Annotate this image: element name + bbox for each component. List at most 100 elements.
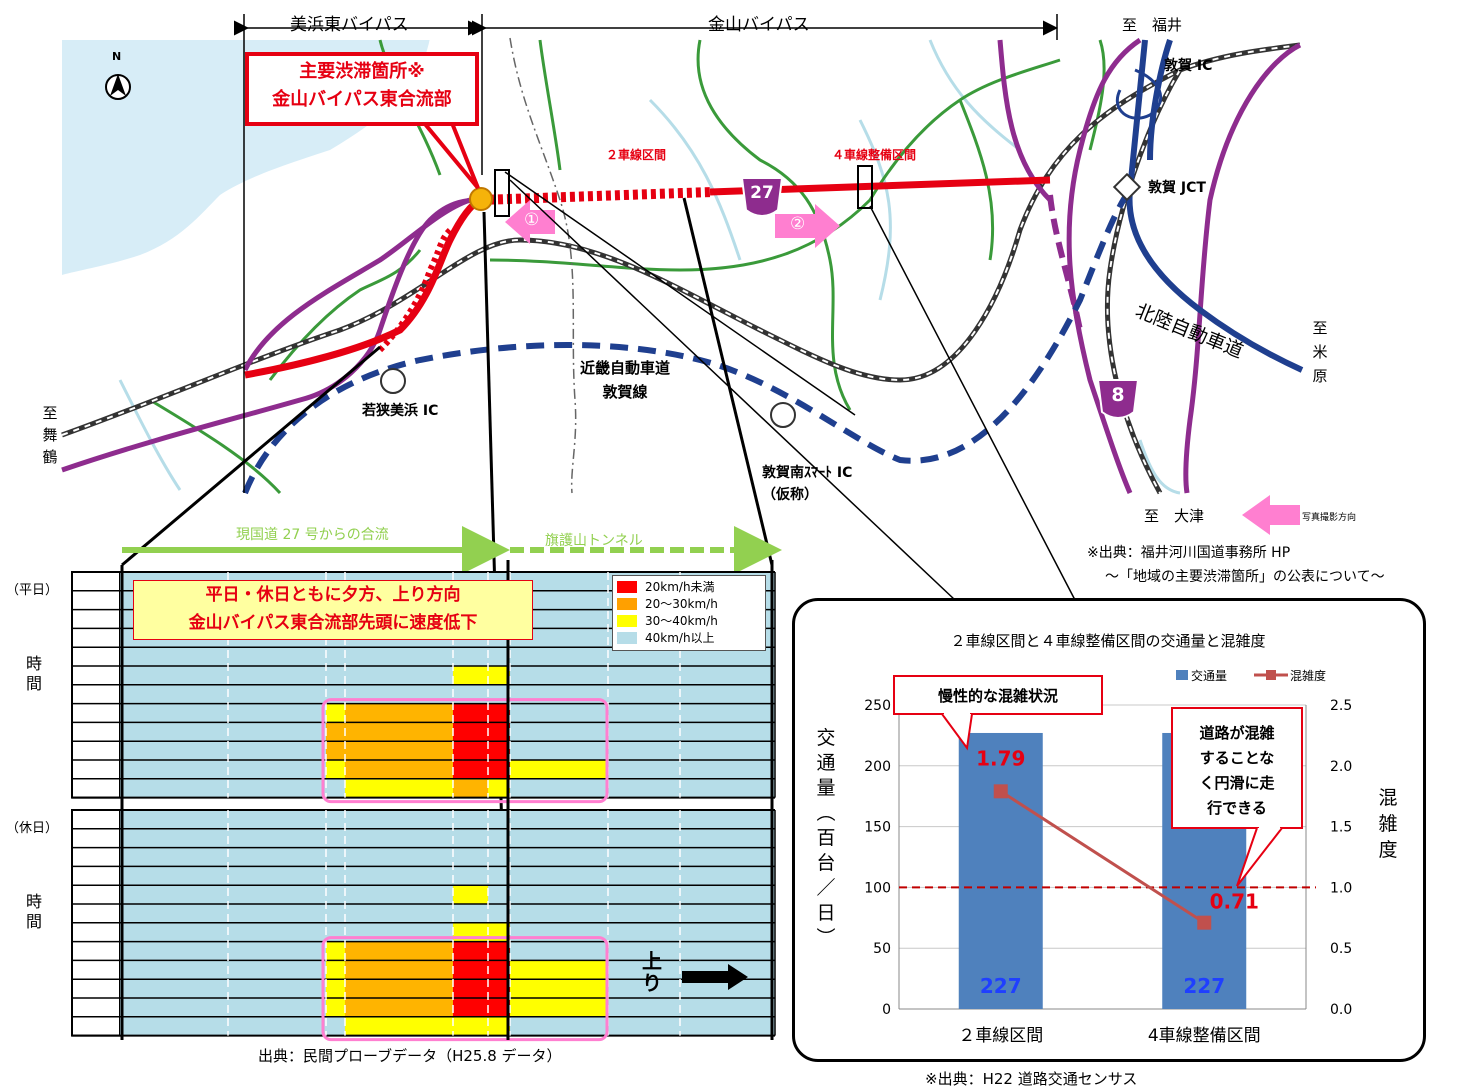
category-label: ２車線区間	[958, 1026, 1043, 1046]
legend-row-3: 30～40km/h	[613, 612, 765, 629]
legend-row-2: 20～30km/h	[613, 595, 765, 612]
ylabel-left-char: 通	[816, 752, 835, 774]
weekday-speed-cell	[326, 722, 345, 742]
bar-value-label: 227	[980, 974, 1022, 998]
ylabel-left-char: 日	[816, 902, 835, 924]
holiday-speed-cell	[453, 960, 510, 980]
right-tick-label: 2.0	[1330, 759, 1352, 775]
photo-arrow-legend	[1242, 495, 1300, 535]
legend-bar-label: 交通量	[1191, 668, 1227, 683]
kinki-line2: 敦賀線	[602, 383, 648, 401]
right-tick-label: 2.5	[1330, 698, 1352, 714]
note-line1: 平日・休日ともに夕方、上り方向	[205, 585, 461, 605]
time-char-1b: 時	[26, 892, 43, 911]
callout-line1: 主要渋滞箇所※	[299, 61, 425, 82]
right-tick-label: 1.5	[1330, 820, 1352, 836]
census-source: ※出典：H22 道路交通センサス	[925, 1070, 1138, 1088]
time-label-weekday: 時 間	[26, 654, 42, 694]
tsuruga-jct-label: 敦賀 JCT	[1148, 180, 1206, 196]
weekday-speed-cell	[345, 722, 453, 742]
legend-row-1: 20km/h未満	[613, 578, 765, 595]
left-tick-label: 0	[882, 1002, 891, 1018]
callout-right-text: く円滑に走	[1199, 774, 1274, 792]
holiday-speed-cell	[326, 941, 345, 961]
legend-label-2: 20～30km/h	[645, 597, 718, 611]
holiday-speed-cell	[488, 1016, 510, 1036]
congestion-value-label: 1.79	[976, 746, 1025, 770]
callout-right-text: することな	[1200, 749, 1275, 767]
weekday-highlight-box	[321, 698, 609, 804]
bar-traffic-volume	[958, 732, 1043, 1009]
to-otsu: 至 大津	[1144, 507, 1205, 525]
ylabel-left-char: 百	[816, 827, 835, 849]
legend-swatch-blue	[617, 631, 637, 644]
section-2lane-label: ２車線区間	[606, 148, 667, 162]
holiday-speed-cell	[453, 941, 510, 961]
callout-line2: 金山バイパス東合流部	[272, 89, 452, 110]
holiday-speed-cell	[453, 998, 510, 1017]
holiday-speed-cell	[510, 960, 608, 980]
legend-line-label: 混雑度	[1290, 668, 1326, 683]
callout-smooth-traffic	[1171, 707, 1303, 829]
holiday-speed-cell	[345, 998, 453, 1017]
to-maibara: 至 米 原	[1310, 316, 1330, 388]
ylabel-left-char: 交	[816, 727, 835, 749]
holiday-speed-cell	[510, 979, 608, 998]
kinki-label: 近畿自動車道 敦賀線	[580, 356, 670, 404]
legend-swatch-orange	[617, 597, 637, 610]
weekday-speed-cell	[345, 741, 453, 760]
tsuruga-ic-label: 敦賀 IC	[1164, 58, 1213, 74]
to-fukui: 至 福井	[1122, 16, 1183, 34]
to-maizuru-2: 舞	[42, 426, 58, 444]
legend-row-4: 40km/h以上	[613, 629, 765, 646]
ylabel-right-char: 度	[1378, 839, 1397, 861]
ylabel-left-char: 量	[816, 777, 835, 799]
holiday-speed-cell	[326, 979, 345, 998]
photo-direction-label: 写真撮影方向	[1302, 513, 1357, 523]
weekday-speed-cell	[345, 703, 453, 723]
main-congestion-callout: 主要渋滞箇所※ 金山バイパス東合流部	[245, 52, 479, 126]
ylabel-left-char: ︶	[816, 927, 835, 949]
source-hp-line2: ～「地域の主要渋滞箇所」の公表について～	[1105, 569, 1385, 585]
ylabel-right-char: 雑	[1378, 813, 1397, 835]
left-tick-label: 50	[873, 941, 891, 957]
tsuruga-jct-marker	[1112, 172, 1142, 202]
time-char-1: 時	[26, 654, 43, 673]
legend-bar-swatch	[1176, 670, 1188, 680]
weekday-speed-cell	[326, 760, 345, 779]
time-label-holiday: 時 間	[26, 892, 42, 932]
callout-left-text: 慢性的な混雑状況	[938, 687, 1058, 705]
route-27-badge	[740, 177, 784, 217]
right-tick-label: 0.5	[1330, 941, 1352, 957]
holiday-speed-cell	[345, 979, 453, 998]
weekday-speed-cell	[453, 760, 510, 779]
to-maizuru-3: 鶴	[42, 448, 58, 466]
ylabel-left-char: 台	[816, 852, 835, 874]
rivers	[118, 39, 1181, 495]
north-label: N	[112, 50, 122, 63]
weekday-speed-cell	[510, 760, 608, 779]
legend-swatch-red	[617, 580, 637, 593]
legend-swatch-yellow	[617, 614, 637, 627]
holiday-speed-cell	[326, 998, 345, 1017]
direction-arrow-icon	[682, 964, 748, 990]
holiday-speed-cell	[345, 1016, 453, 1036]
ylabel-right-char: 混	[1378, 787, 1397, 809]
to-maibara-2: 米	[1312, 343, 1328, 361]
heatmap-note: 平日・休日ともに夕方、上り方向 金山バイパス東合流部先頭に速度低下	[133, 580, 533, 640]
arrow-1-label: ①	[524, 210, 540, 230]
left-tick-label: 200	[864, 759, 891, 775]
wakasa-ic-marker	[380, 368, 406, 394]
direction-label: 上り	[642, 949, 662, 995]
congestion-point	[469, 187, 493, 211]
right-tick-label: 0.0	[1330, 1002, 1352, 1018]
left-tick-label: 250	[864, 698, 891, 714]
left-tick-label: 100	[864, 880, 891, 896]
weekday-speed-cell	[326, 703, 345, 723]
weekday-speed-cell	[488, 778, 510, 798]
congestion-point	[1197, 915, 1212, 930]
to-maibara-3: 原	[1312, 367, 1328, 385]
left-tick-label: 150	[864, 820, 891, 836]
holiday-speed-cell	[326, 960, 345, 980]
